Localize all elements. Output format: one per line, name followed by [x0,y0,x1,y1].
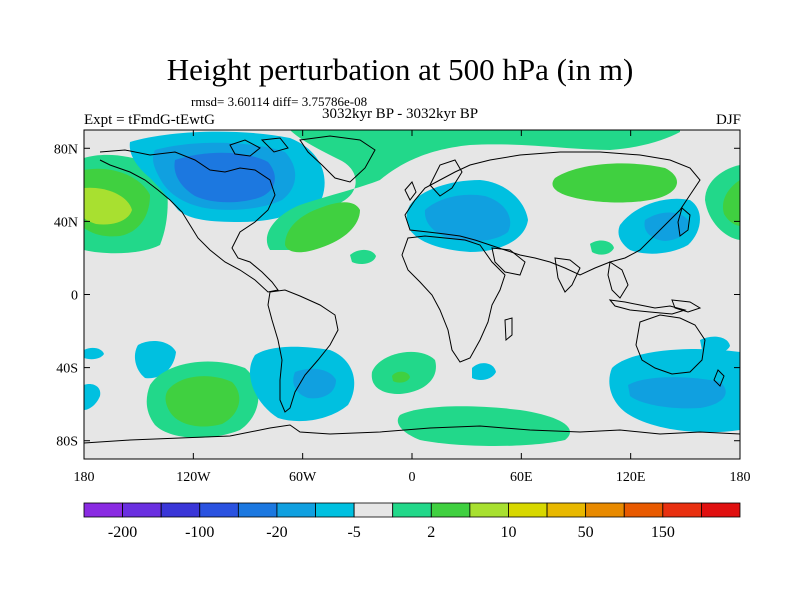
colorbar-label: -100 [185,524,214,541]
colorbar-swatch [469,502,509,518]
x-tick-label: 60E [510,470,533,485]
anomaly-north-atlantic-core [285,202,360,253]
x-tick-label: 180 [74,470,95,485]
coast-greenland [299,135,376,183]
colorbar: -200 -100 -20 -5 2 10 50 150 [83,502,741,541]
colorbar-label: 10 [500,524,516,541]
coast-new-zealand [713,369,725,387]
coast-scandinavia [429,159,463,197]
plot-title: Height perturbation at 500 hPa (in m) [166,52,634,87]
anomaly-north-pacific-west-peak [84,187,132,225]
colorbar-label: -200 [108,524,137,541]
x-tick-label: 120E [616,470,646,485]
anomaly-field [84,130,740,446]
coast-southeast-asia [607,261,629,299]
colorbar-label: 2 [427,524,435,541]
coast-new-guinea [671,299,702,313]
coast-japan [677,207,691,237]
x-tick-label: 180 [730,470,751,485]
colorbar-swatch [430,502,471,518]
coast-antarctica [84,424,740,444]
experiment-label: Expt = tFmdG-tEwtG [84,112,215,128]
colorbar-swatch [122,502,162,518]
anomaly-north-pacific-east-core [722,180,740,226]
season-label: DJF [715,112,741,128]
y-tick-label: 80S [56,435,78,450]
anomaly-south-atlantic-core [392,371,410,383]
colorbar-swatch [276,502,316,518]
x-tick-label: 60W [289,470,317,485]
colorbar-label: -5 [347,524,360,541]
colorbar-label: 50 [578,524,594,541]
period-label: 3032kyr BP - 3032kyr BP [321,106,479,122]
colorbar-swatch [546,502,587,518]
coast-uk [404,181,417,201]
coastlines [84,135,740,444]
stats-line: rmsd= 3.60114 diff= 3.75786e-08 [191,94,368,109]
colorbar-swatch [662,502,702,518]
x-tick-label: 0 [409,470,416,485]
anomaly-south-indian-right [700,336,730,354]
coast-south-america [267,289,339,413]
coast-australia [635,314,706,375]
coast-arctic-islands [229,137,289,157]
anomaly-tropical-indian [590,240,614,255]
anomaly-south-pacific-west [84,347,104,360]
coast-arabia [491,247,526,276]
anomaly-europe-core [424,194,511,242]
coast-india [554,257,581,293]
anomaly-south-pacific-sw [84,384,101,410]
y-axis: 80N 40N 0 40S 80S [54,142,740,450]
colorbar-label: 150 [651,524,675,541]
colorbar-swatch [315,502,355,518]
anomaly-east-asia-core [644,212,689,241]
y-tick-label: 80N [54,142,78,157]
colorbar-swatch [623,502,664,518]
anomaly-north-atlantic [266,130,680,250]
colorbar-swatch [199,502,239,518]
anomaly-south-pacific-west-2 [134,340,176,379]
x-tick-label: 120W [176,470,211,485]
colorbar-swatch [508,502,548,518]
y-tick-label: 40N [54,215,78,230]
y-tick-label: 0 [71,289,78,304]
anomaly-tropical-pacific-east [350,249,376,264]
coast-indonesia [608,299,687,315]
y-tick-label: 40S [56,362,78,377]
colorbar-swatch [392,502,432,518]
x-axis: 180 120W 60W 0 60E 120E 180 [74,130,751,485]
coast-madagascar [504,317,513,342]
coast-africa [401,235,506,363]
colorbar-swatch [160,502,201,518]
anomaly-north-america-core [174,152,275,203]
colorbar-label: -20 [266,524,287,541]
anomaly-south-atlantic-east [472,363,496,380]
anomaly-south-pacific-core [165,376,240,427]
colorbar-swatch [585,502,625,518]
anomaly-south-indian-mid [628,377,726,409]
colorbar-swatch [83,502,123,518]
colorbar-swatch [353,502,394,518]
coast-north-america [99,149,279,293]
colorbar-swatch [701,502,741,518]
colorbar-swatch [237,502,278,518]
anomaly-central-asia [552,163,677,203]
